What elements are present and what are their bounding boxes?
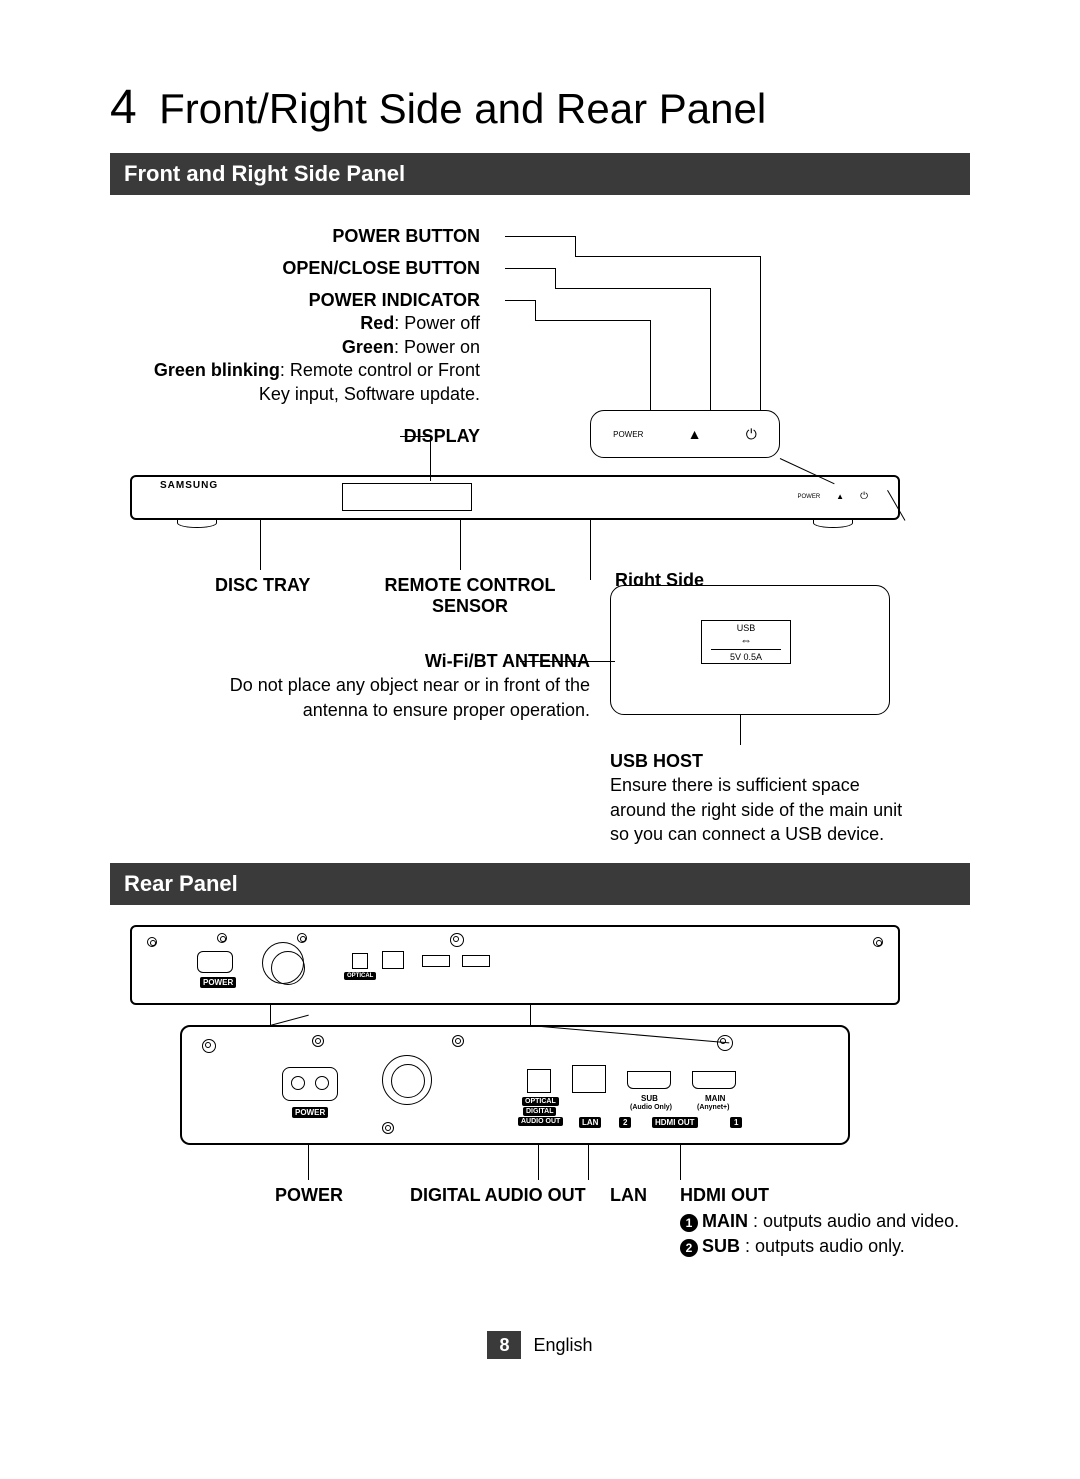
label-rear-power: POWER: [275, 1185, 343, 1206]
section-heading: 4 Front/Right Side and Rear Panel: [110, 80, 970, 135]
hdmi-sub-small: [422, 955, 450, 967]
usb-port-detail: USB ⇔ 5V 0.5A: [701, 620, 791, 664]
hdmi-main-small: [462, 955, 490, 967]
label-hdmi-main: 1MAIN : outputs audio and video.: [680, 1210, 980, 1233]
leader-line: [680, 1145, 681, 1180]
screw: [217, 933, 227, 943]
front-buttons: POWER ▲ ⏻: [797, 491, 868, 502]
device-foot: [813, 518, 853, 528]
device-foot: [177, 518, 217, 528]
screw: [147, 937, 157, 947]
leader-line: [535, 320, 650, 321]
leader-line: [308, 1145, 309, 1180]
front-subheader: Front and Right Side Panel: [110, 153, 970, 195]
leader-line: [535, 300, 536, 320]
screw: [312, 1035, 324, 1047]
screw: [450, 933, 464, 947]
leader-line: [588, 1145, 589, 1180]
label-hdmi-out: HDMI OUT: [680, 1185, 769, 1206]
optical-label: OPTICAL: [344, 972, 376, 980]
section-number: 4: [110, 80, 137, 135]
label-hdmi-sub: 2SUB : outputs audio only.: [680, 1235, 980, 1258]
leader-line: [460, 520, 461, 570]
page-number: 8: [487, 1331, 521, 1359]
page-footer: 8English: [110, 1335, 970, 1356]
label-power-indicator: POWER INDICATOR Red: Power off Green: Po…: [150, 289, 480, 406]
leader-line: [260, 520, 261, 570]
label-power-button: POWER BUTTON: [332, 225, 480, 248]
leader-line: [575, 256, 760, 257]
hdmi-main-port: [692, 1071, 736, 1089]
leader-line: [555, 268, 556, 288]
screw: [382, 1122, 394, 1134]
right-side-zoom: USB ⇔ 5V 0.5A: [610, 585, 890, 715]
leader-line: [650, 320, 651, 416]
leader-line: [270, 1005, 271, 1025]
leader-line: [505, 236, 575, 237]
num-2: 2: [619, 1117, 631, 1128]
num-circle-1: 1: [680, 1214, 698, 1232]
leader-line: [505, 300, 535, 301]
power-port-small: [197, 951, 233, 973]
power-port-label: POWER: [200, 977, 236, 988]
front-device-outline: SAMSUNG POWER ▲ ⏻: [130, 475, 900, 520]
screw: [297, 933, 307, 943]
label-digital-audio: DIGITAL AUDIO OUT: [410, 1185, 586, 1206]
rear-small-view: POWER OPTICAL: [130, 925, 900, 1005]
leader-line: [740, 715, 741, 745]
eject-icon: ▲: [836, 492, 844, 501]
screw: [452, 1035, 464, 1047]
hdmi-sub-port: [627, 1071, 671, 1089]
leader-line: [538, 1145, 539, 1180]
lan-port: [572, 1065, 606, 1093]
lan-label: LAN: [579, 1117, 601, 1128]
label-open-close: OPEN/CLOSE BUTTON: [282, 257, 480, 280]
rear-subheader: Rear Panel: [110, 863, 970, 905]
label-usb-host: USB HOST Ensure there is sufficient spac…: [610, 750, 910, 847]
num-1: 1: [730, 1117, 742, 1128]
leader-line: [555, 288, 710, 289]
top-buttons-zoom: POWER ▲ ⏻: [590, 410, 780, 458]
rear-diagram: POWER OPTICAL POWER OPTICAL DIGITAL AUDI…: [110, 915, 970, 1305]
power-port: [282, 1067, 338, 1101]
eject-icon: ▲: [688, 426, 702, 442]
num-circle-2: 2: [680, 1239, 698, 1257]
leader-line: [575, 236, 576, 256]
label-remote-sensor: REMOTE CONTROL SENSOR: [380, 575, 560, 617]
main-note: (Anynet+): [694, 1103, 732, 1112]
display-window: [342, 483, 472, 511]
digital-label: DIGITAL: [523, 1107, 556, 1116]
leader-line: [710, 288, 711, 416]
power-icon: ⏻: [860, 491, 868, 502]
power-label: POWER: [292, 1107, 328, 1118]
power-mini-label: POWER: [613, 430, 643, 439]
brand-logo: SAMSUNG: [160, 480, 218, 491]
label-lan: LAN: [610, 1185, 647, 1206]
optical-label: OPTICAL: [522, 1097, 559, 1106]
front-diagram: POWER BUTTON OPEN/CLOSE BUTTON POWER IND…: [110, 205, 970, 845]
leader-line: [520, 661, 615, 662]
power-icon: ⏻: [746, 426, 757, 443]
label-disc-tray: DISC TRAY: [215, 575, 310, 596]
leader-line: [400, 436, 430, 437]
page-language: English: [533, 1335, 592, 1355]
rear-big-view: POWER OPTICAL DIGITAL AUDIO OUT LAN SUB …: [180, 1025, 850, 1145]
leader-line: [590, 520, 591, 580]
audio-out-label: AUDIO OUT: [518, 1117, 563, 1126]
sub-note: (Audio Only): [627, 1103, 675, 1112]
lan-port-small: [382, 951, 404, 969]
fan-vent: [382, 1055, 432, 1105]
screw: [873, 937, 883, 947]
leader-line: [505, 268, 555, 269]
fan-vent: [262, 942, 304, 984]
optical-port: [527, 1069, 551, 1093]
leader-line: [760, 256, 761, 416]
leader-line: [530, 1005, 531, 1025]
optical-port-small: [352, 953, 368, 969]
hdmi-out-label: HDMI OUT: [652, 1117, 698, 1128]
section-title: Front/Right Side and Rear Panel: [159, 85, 766, 132]
screw: [202, 1039, 216, 1053]
